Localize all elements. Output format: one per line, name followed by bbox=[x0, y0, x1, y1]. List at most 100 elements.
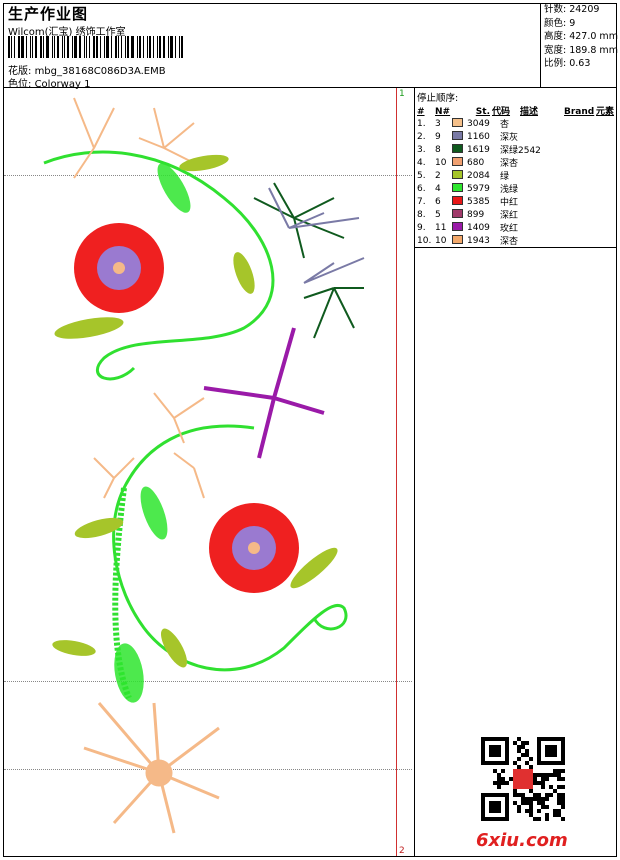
stop-row: 7. 6 5385 中红 bbox=[415, 195, 617, 208]
stop-index: 2. bbox=[417, 131, 426, 142]
stop-code: 899 bbox=[467, 209, 485, 220]
stop-code: 1943 bbox=[467, 235, 490, 246]
embroidery-design bbox=[43, 97, 365, 834]
stop-desc: 深绿2542 bbox=[500, 146, 541, 156]
stop-index: 8. bbox=[417, 209, 426, 220]
stop-needle: 10 bbox=[435, 235, 447, 246]
yellow-green-leaves bbox=[52, 154, 338, 668]
stop-code: 680 bbox=[467, 157, 485, 168]
color-swatch bbox=[452, 143, 467, 156]
stop-sequence-panel: 停止顺序: # N# St. 代码 描述 Brand 元素 1. 3 3049 杏 2.… bbox=[415, 88, 617, 248]
hoop-line-3 bbox=[4, 769, 412, 770]
stop-needle: 5 bbox=[435, 209, 441, 220]
color-swatch bbox=[452, 117, 467, 130]
sheet-marker-bottom: 2 bbox=[399, 846, 405, 856]
col-needle: N# bbox=[435, 107, 451, 117]
header-divider bbox=[3, 87, 617, 88]
stop-desc: 中红 bbox=[500, 198, 519, 208]
stop-code: 3049 bbox=[467, 118, 490, 129]
dark-green-spray bbox=[253, 182, 364, 339]
stop-desc: 杏 bbox=[500, 120, 510, 130]
hoop-line-2 bbox=[4, 681, 412, 682]
stop-index: 7. bbox=[417, 196, 426, 207]
design-file-name: mbg_38168C086D3A.EMB bbox=[34, 66, 166, 77]
stop-needle: 4 bbox=[435, 183, 441, 194]
sheet-marker-top: 1 bbox=[399, 89, 405, 99]
stop-index: 3. bbox=[417, 144, 426, 155]
stop-desc: 深红 bbox=[500, 211, 519, 221]
red-flower-bottom bbox=[209, 503, 299, 593]
stop-index: 9. bbox=[417, 222, 426, 233]
sheet-guide-line bbox=[396, 88, 397, 856]
stop-needle: 10 bbox=[435, 157, 447, 168]
color-swatch bbox=[452, 156, 467, 169]
col-element: 元素 bbox=[596, 107, 615, 117]
stop-index: 5. bbox=[417, 170, 426, 181]
stop-code: 1160 bbox=[467, 131, 490, 142]
stop-desc: 绿 bbox=[500, 172, 510, 182]
stop-code: 5979 bbox=[467, 183, 490, 194]
stop-row: 8. 5 899 深红 bbox=[415, 208, 617, 221]
stop-needle: 11 bbox=[435, 222, 447, 233]
colorway-label: 色位: bbox=[8, 79, 32, 90]
colorway-row: 色位: Colorway 1 bbox=[8, 75, 90, 90]
stop-row: 5. 2 2084 绿 bbox=[415, 169, 617, 182]
stop-needle: 8 bbox=[435, 144, 441, 155]
stop-index: 10. bbox=[417, 235, 432, 246]
stop-row: 6. 4 5979 浅绿 bbox=[415, 182, 617, 195]
page-frame bbox=[3, 3, 617, 857]
stop-needle: 2 bbox=[435, 170, 441, 181]
sheet-title: 生产作业图 bbox=[8, 5, 89, 23]
green-leaves bbox=[114, 163, 191, 703]
stop-row: 1. 3 3049 杏 bbox=[415, 117, 617, 130]
stop-desc: 深杏 bbox=[500, 237, 519, 247]
company-name: Wilcom(汇宝) 绣饰工作室 bbox=[8, 27, 126, 38]
hoop-line-1 bbox=[4, 175, 412, 176]
gray-spray bbox=[268, 187, 365, 284]
color-swatch bbox=[452, 234, 467, 247]
stop-code: 1619 bbox=[467, 144, 490, 155]
stop-needle: 6 bbox=[435, 196, 441, 207]
stop-row: 2. 9 1160 深灰 bbox=[415, 130, 617, 143]
color-swatch bbox=[452, 169, 467, 182]
stop-code: 2084 bbox=[467, 170, 490, 181]
stop-index: 6. bbox=[417, 183, 426, 194]
watermark-logo: 6xiu.com bbox=[476, 830, 568, 851]
design-file-label: 花版: bbox=[8, 66, 32, 77]
stop-desc: 浅绿 bbox=[500, 185, 519, 195]
color-swatch bbox=[452, 208, 467, 221]
color-swatch bbox=[452, 221, 467, 234]
col-stitch: St. bbox=[475, 107, 490, 117]
stop-index: 1. bbox=[417, 118, 426, 129]
design-width: 宽度: 189.8 mm bbox=[544, 44, 618, 56]
red-flower-top bbox=[74, 223, 164, 313]
peach-flower-bottom bbox=[83, 702, 220, 834]
panel-divider bbox=[414, 88, 415, 856]
design-scale: 比例: 0.63 bbox=[544, 58, 591, 69]
col-index: # bbox=[417, 107, 425, 117]
stop-row: 4. 10 680 深杏 bbox=[415, 156, 617, 169]
color-count: 颜色: 9 bbox=[544, 17, 576, 29]
stitch-count: 针数: 24209 bbox=[544, 4, 600, 15]
stop-code: 5385 bbox=[467, 196, 490, 207]
col-brand: Brand bbox=[564, 107, 595, 117]
stats-panel: 针数: 24209 颜色: 9 高度: 427.0 mm 宽度: 189.8 m… bbox=[540, 3, 618, 87]
stop-needle: 9 bbox=[435, 131, 441, 142]
stop-row: 3. 8 1619 深绿2542 bbox=[415, 143, 617, 156]
vine-upper bbox=[43, 150, 275, 381]
stop-desc: 深杏 bbox=[500, 159, 519, 169]
panel-bottom-divider bbox=[414, 247, 617, 248]
design-file-row: 花版: mbg_38168C086D3A.EMB bbox=[8, 62, 166, 77]
stop-sequence-header: # N# St. 代码 描述 Brand 元素 bbox=[415, 104, 617, 117]
barcode bbox=[8, 36, 232, 58]
stop-row: 10. 10 1943 深杏 bbox=[415, 234, 617, 247]
color-swatch bbox=[452, 182, 467, 195]
stop-row: 9. 11 1409 玫红 bbox=[415, 221, 617, 234]
col-desc: 描述 bbox=[520, 107, 539, 117]
colorway-name: Colorway 1 bbox=[34, 79, 91, 90]
stop-desc: 深灰 bbox=[500, 133, 519, 143]
peach-leaves-top bbox=[73, 97, 205, 499]
color-swatch bbox=[452, 195, 467, 208]
stop-needle: 3 bbox=[435, 118, 441, 129]
purple-spray bbox=[203, 327, 325, 459]
